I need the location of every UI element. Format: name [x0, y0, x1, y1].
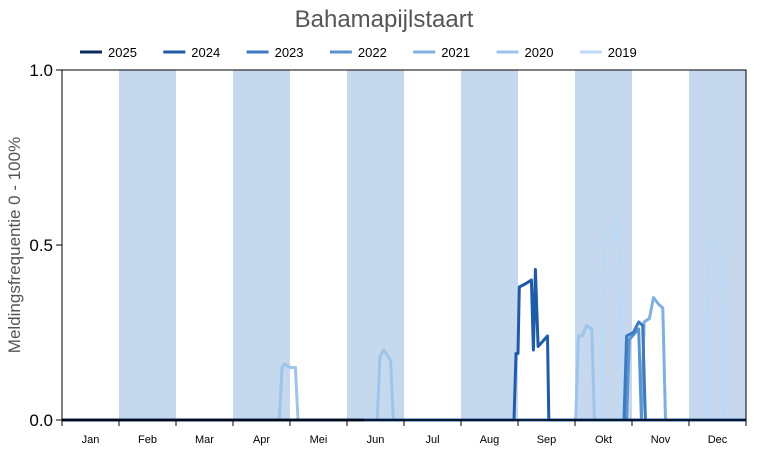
y-tick-label: 1.0: [29, 61, 53, 80]
legend-label-2023: 2023: [275, 45, 304, 60]
x-tick-label-sep: Sep: [537, 434, 557, 446]
y-tick-label: 0.0: [29, 411, 53, 430]
y-axis-label: Meldingsfrequentie 0 - 100%: [5, 137, 24, 353]
legend-label-2019: 2019: [608, 45, 637, 60]
month-band-apr: [233, 70, 290, 420]
legend: 2025 2024 2023 2022 2021 2020 2019: [80, 45, 637, 60]
month-band-dec: [689, 70, 746, 420]
series-line-2023: [62, 320, 746, 422]
legend-label-2022: 2022: [358, 45, 387, 60]
x-tick-label-mei: Mei: [310, 434, 328, 446]
x-tick-label-feb: Feb: [138, 434, 157, 446]
series-line-2021: [62, 296, 746, 422]
month-band-jun: [347, 70, 404, 420]
x-tick-label-okt: Okt: [595, 434, 612, 446]
legend-label-2024: 2024: [191, 45, 220, 60]
x-tick-label-aug: Aug: [480, 434, 500, 446]
series-line-2020: [62, 324, 746, 422]
series-line-2024: [62, 268, 746, 422]
month-band-aug: [461, 70, 518, 420]
x-tick-label-apr: Apr: [253, 434, 270, 446]
x-tick-label-mar: Mar: [195, 434, 214, 446]
month-bands: [119, 70, 746, 420]
x-tick-label-jan: Jan: [82, 434, 100, 446]
legend-label-2021: 2021: [441, 45, 470, 60]
y-tick-label: 0.5: [29, 236, 53, 255]
x-tick-label-jul: Jul: [425, 434, 439, 446]
x-tick-label-jun: Jun: [367, 434, 385, 446]
legend-label-2020: 2020: [525, 45, 554, 60]
legend-label-2025: 2025: [108, 45, 137, 60]
x-tick-label-nov: Nov: [651, 434, 671, 446]
month-band-feb: [119, 70, 176, 420]
chart-title: Bahamapijlstaart: [295, 6, 474, 33]
axes: 0.0 0.5 1.0 Jan Feb Mar Apr Mei Jun Jul Aug Sep Okt N…: [29, 61, 747, 446]
x-tick-label-dec: Dec: [708, 434, 728, 446]
